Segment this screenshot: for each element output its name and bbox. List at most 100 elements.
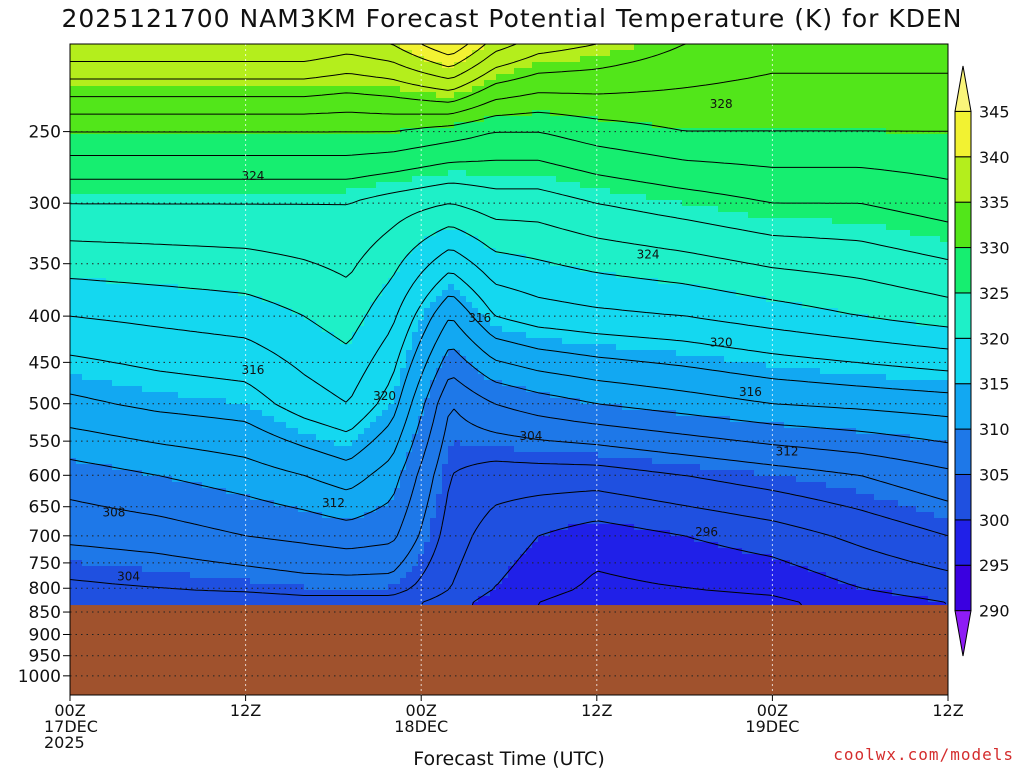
theta-cell	[706, 236, 713, 243]
theta-cell	[364, 134, 371, 141]
theta-cell	[226, 206, 233, 213]
theta-cell	[184, 140, 191, 147]
theta-cell	[508, 146, 515, 153]
theta-cell	[196, 194, 203, 201]
theta-cell	[616, 98, 623, 105]
theta-cell	[766, 122, 773, 129]
theta-cell	[562, 44, 569, 51]
theta-cell	[412, 116, 419, 123]
theta-cell	[586, 122, 593, 129]
theta-cell	[316, 158, 323, 165]
theta-cell	[268, 194, 275, 201]
theta-cell	[796, 50, 803, 57]
theta-cell	[352, 188, 359, 195]
theta-cell	[820, 50, 827, 57]
theta-cell	[256, 104, 263, 111]
theta-cell	[454, 128, 461, 135]
theta-cell	[334, 224, 341, 231]
theta-cell	[712, 134, 719, 141]
theta-cell	[172, 92, 179, 99]
theta-cell	[730, 224, 737, 231]
theta-cell	[736, 188, 743, 195]
theta-cell	[622, 158, 629, 165]
theta-cell	[250, 236, 257, 243]
theta-cell	[868, 62, 875, 69]
theta-cell	[250, 50, 257, 57]
theta-cell	[640, 122, 647, 129]
theta-cell	[532, 80, 539, 87]
theta-cell	[532, 92, 539, 99]
theta-cell	[814, 86, 821, 93]
theta-cell	[520, 170, 527, 177]
theta-cell	[298, 50, 305, 57]
theta-cell	[448, 80, 455, 87]
theta-cell	[364, 44, 371, 51]
theta-cell	[802, 170, 809, 177]
theta-cell	[802, 218, 809, 225]
theta-cell	[784, 176, 791, 183]
theta-cell	[160, 116, 167, 123]
theta-cell	[532, 116, 539, 123]
theta-cell	[214, 224, 221, 231]
theta-cell	[352, 86, 359, 93]
theta-cell	[766, 116, 773, 123]
theta-cell	[412, 110, 419, 117]
theta-cell	[112, 86, 119, 93]
theta-cell	[190, 116, 197, 123]
theta-cell	[724, 218, 731, 225]
theta-cell	[652, 182, 659, 189]
theta-cell	[844, 242, 851, 249]
theta-cell	[736, 164, 743, 171]
theta-cell	[724, 86, 731, 93]
theta-cell	[298, 182, 305, 189]
theta-cell	[112, 206, 119, 213]
theta-cell	[382, 56, 389, 63]
theta-cell	[442, 140, 449, 147]
theta-cell	[232, 242, 239, 249]
theta-cell	[310, 206, 317, 213]
theta-cell	[274, 74, 281, 81]
theta-cell	[712, 224, 719, 231]
theta-cell	[328, 170, 335, 177]
theta-cell	[286, 104, 293, 111]
theta-cell	[898, 122, 905, 129]
theta-cell	[268, 110, 275, 117]
theta-cell	[226, 182, 233, 189]
theta-cell	[850, 194, 857, 201]
theta-cell	[214, 230, 221, 237]
theta-cell	[700, 134, 707, 141]
theta-cell	[250, 122, 257, 129]
theta-cell	[226, 218, 233, 225]
theta-cell	[850, 134, 857, 141]
theta-cell	[772, 212, 779, 219]
theta-cell	[850, 56, 857, 63]
theta-cell	[754, 182, 761, 189]
theta-cell	[208, 242, 215, 249]
theta-cell	[856, 92, 863, 99]
theta-cell	[724, 116, 731, 123]
theta-cell	[430, 116, 437, 123]
theta-cell	[256, 200, 263, 207]
theta-cell	[784, 140, 791, 147]
theta-cell	[262, 236, 269, 243]
theta-cell	[376, 218, 383, 225]
theta-cell	[622, 44, 629, 51]
theta-cell	[178, 158, 185, 165]
theta-cell	[280, 194, 287, 201]
theta-cell	[646, 242, 653, 249]
theta-cell	[730, 164, 737, 171]
theta-cell	[196, 188, 203, 195]
theta-cell	[472, 206, 479, 213]
theta-cell	[238, 158, 245, 165]
theta-cell	[880, 182, 887, 189]
theta-cell	[676, 62, 683, 69]
theta-cell	[784, 98, 791, 105]
theta-cell	[904, 116, 911, 123]
theta-cell	[394, 134, 401, 141]
theta-cell	[442, 50, 449, 57]
theta-cell	[598, 206, 605, 213]
theta-cell	[586, 134, 593, 141]
theta-cell	[130, 230, 137, 237]
theta-cell	[586, 98, 593, 105]
theta-cell	[70, 194, 77, 201]
